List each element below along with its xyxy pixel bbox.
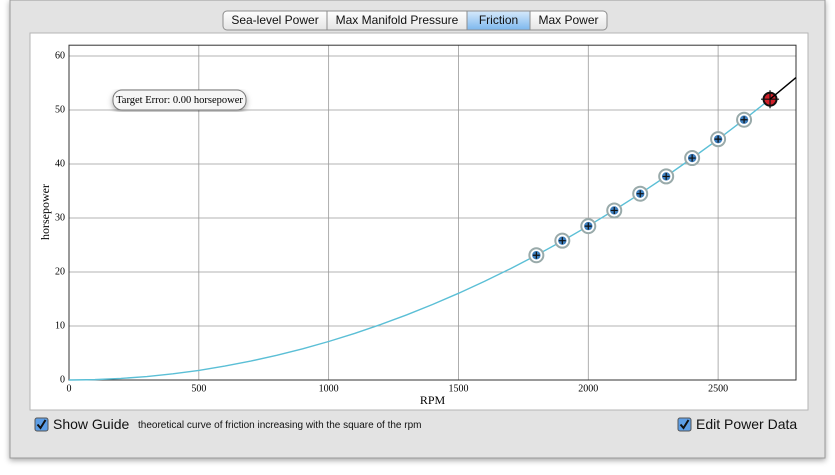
tab-label[interactable]: Max Power — [538, 13, 598, 27]
point-cross — [740, 116, 748, 124]
guide-text: theoretical curve of friction increasing… — [138, 420, 421, 431]
x-tick-label: 2500 — [708, 383, 728, 394]
point-cross — [532, 251, 540, 259]
x-axis-label: RPM — [420, 393, 446, 407]
y-tick-label: 0 — [60, 374, 65, 385]
plot: 0 10 20 30 40 50 60 0 500 1000 1500 2000 2500 RPM hors… — [38, 44, 797, 407]
tab-label[interactable]: Max Manifold Pressure — [336, 13, 459, 27]
controls: Show Guide theoretical curve of friction … — [34, 416, 797, 432]
tab-bar: Sea-level Power Max Manifold Pressure Fric… — [222, 10, 608, 31]
x-tick-label: 1000 — [319, 383, 339, 394]
point-cross — [584, 222, 592, 230]
tab-label[interactable]: Friction — [479, 13, 518, 27]
point-cross — [714, 135, 722, 143]
y-tick-label: 10 — [55, 320, 65, 331]
x-tick-label: 1500 — [448, 383, 468, 394]
x-tick-label: 0 — [67, 383, 72, 394]
x-tick-label: 2000 — [578, 383, 598, 394]
curve — [68, 98, 771, 381]
y-axis-label: horsepower — [38, 184, 52, 240]
point-cross — [688, 154, 696, 162]
checkbox-label[interactable]: Edit Power Data — [696, 416, 797, 432]
checkbox[interactable] — [677, 417, 692, 432]
point-cross — [610, 206, 618, 214]
plot-frame — [68, 44, 797, 381]
y-tick-label: 20 — [55, 266, 65, 277]
annotation-box — [112, 89, 247, 111]
tab-label[interactable]: Sea-level Power — [231, 13, 318, 27]
curve — [769, 77, 797, 100]
point-cross — [558, 237, 566, 245]
y-tick-label: 30 — [55, 212, 65, 223]
point-cross — [662, 172, 670, 180]
point-cross — [636, 190, 644, 198]
checkmark — [36, 419, 47, 430]
checkbox-label[interactable]: Show Guide — [53, 416, 129, 432]
tab-selected[interactable] — [467, 11, 530, 30]
checkbox[interactable] — [34, 417, 49, 432]
y-tick-label: 50 — [55, 104, 65, 115]
y-tick-label: 40 — [55, 158, 65, 169]
y-tick-label: 60 — [55, 50, 65, 61]
checkmark — [679, 419, 690, 430]
annotation: Target Error: 0.00 horsepower — [116, 95, 243, 106]
x-tick-label: 500 — [191, 383, 206, 394]
